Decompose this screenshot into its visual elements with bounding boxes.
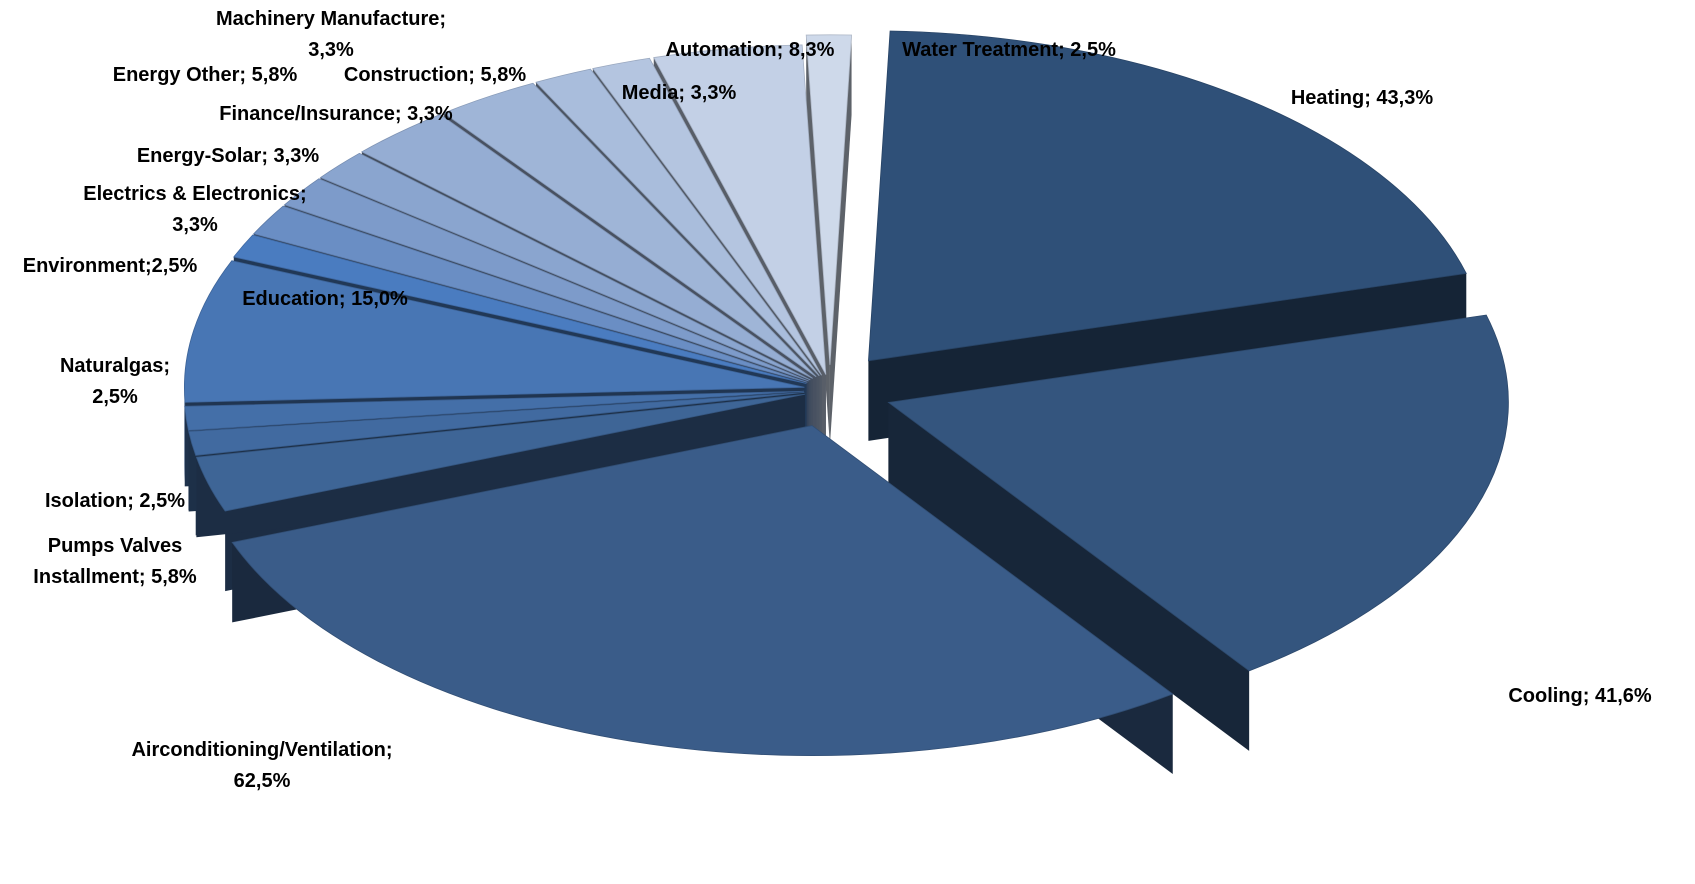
slice-top [887,314,1509,672]
slice-top [195,393,806,512]
data-label-line: Airconditioning/Ventilation; [131,739,392,761]
data-label-line: Education; 15,0% [242,288,408,310]
data-label-line: 3,3% [172,214,218,236]
slice-top [319,152,811,381]
data-label-6: Naturalgas; 2,5% [60,355,170,408]
pie-slice-3 [231,425,1174,775]
data-label-15: Media; 3,3% [622,82,737,104]
data-label-17: Water Treatment; 2,5% [902,39,1116,61]
data-label-line: Construction; 5,8% [344,64,526,86]
slice-top [805,34,852,365]
data-label-line: 3,3% [308,39,354,61]
data-label-10: Energy-Solar; 3,3% [137,145,320,167]
data-label-8: Environment;2,5% [23,255,198,277]
data-label-1: Heating; 43,3% [1291,87,1433,109]
data-label-line: Heating; 43,3% [1291,87,1433,109]
data-label-14: Machinery Manufacture; 3,3% [216,8,446,61]
data-label-11: Finance/Insurance; 3,3% [219,103,453,125]
slice-top [868,30,1467,362]
slice-top [233,234,807,384]
slice-top [535,68,820,377]
data-label-line: Machinery Manufacture; [216,8,446,30]
data-label-line: Isolation; 2,5% [45,490,185,512]
slice-top [188,392,805,456]
slice-top [184,390,805,431]
slice-wall [806,35,830,445]
data-label-line: Naturalgas; [60,355,170,377]
data-label-5: Isolation; 2,5% [45,490,185,512]
data-label-13: Energy Other; 5,8% [113,64,298,86]
pie-slice-2 [887,314,1509,751]
slice-wall [829,35,852,445]
data-label-12: Construction; 5,8% [344,64,526,86]
data-label-line: Energy Other; 5,8% [113,64,298,86]
data-label-line: Automation; 8,3% [666,39,835,61]
slice-top [653,44,827,375]
data-label-16: Automation; 8,3% [666,39,835,61]
data-label-line: Electrics & Electronics; [83,183,306,205]
pie-slice-17 [805,34,852,445]
data-label-2: Cooling; 41,6% [1508,685,1652,707]
data-label-line: Pumps Valves [48,535,183,557]
data-label-line: Media; 3,3% [622,82,737,104]
data-label-line: 62,5% [234,770,291,792]
slice-top [252,205,808,383]
slice-wall [196,394,805,538]
data-label-9: Electrics & Electronics; 3,3% [83,183,306,236]
data-label-line: Installment; 5,8% [33,566,197,588]
slice-top [184,260,805,403]
slice-top [592,57,822,376]
data-label-4: Pumps Valves Installment; 5,8% [33,535,197,588]
data-label-3: Airconditioning/Ventilation; 62,5% [131,739,392,792]
slice-top [442,82,817,378]
data-label-line: 2,5% [92,386,138,408]
data-label-line: Energy-Solar; 3,3% [137,145,320,167]
data-label-line: Finance/Insurance; 3,3% [219,103,453,125]
slice-top [231,425,1174,756]
pie-labels: Heating; 43,3% Cooling; 41,6% Aircondition… [23,8,1652,792]
slice-top [360,114,813,379]
pie-slices [184,30,1509,775]
slice-top [283,178,809,382]
data-label-7: Education; 15,0% [242,288,408,310]
data-label-line: Water Treatment; 2,5% [902,39,1116,61]
data-label-line: Environment;2,5% [23,255,198,277]
slice-wall [888,402,1250,751]
data-label-line: Cooling; 41,6% [1508,685,1652,707]
